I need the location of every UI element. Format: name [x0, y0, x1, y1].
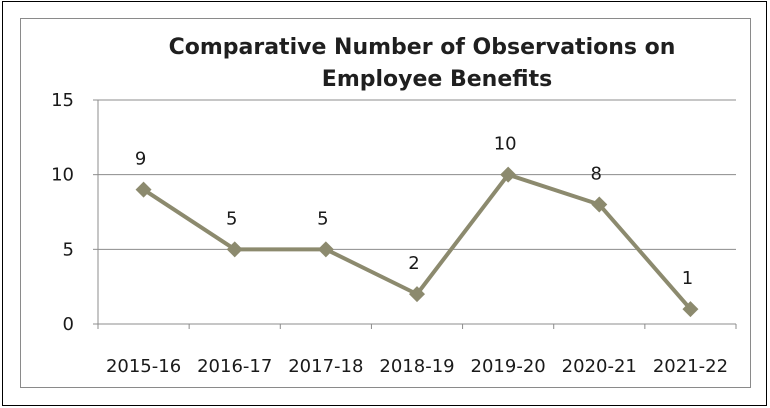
- data-point-marker: [500, 166, 517, 183]
- y-tick-label: 15: [51, 90, 74, 111]
- chart-title-line-1: Comparative Number of Observations on: [169, 35, 676, 60]
- data-label: 5: [226, 208, 237, 229]
- chart-frame: [20, 18, 751, 388]
- x-tick-label: 2021-22: [653, 356, 728, 377]
- x-tick-label: 2020-21: [562, 356, 637, 377]
- data-label: 2: [408, 253, 419, 274]
- data-label: 10: [494, 134, 517, 155]
- x-tick-label: 2019-20: [471, 356, 546, 377]
- y-tick-label: 5: [63, 239, 74, 260]
- x-tick-label: 2015-16: [106, 356, 181, 377]
- data-point-marker: [409, 286, 425, 303]
- data-point-marker: [591, 196, 608, 213]
- data-point-marker: [226, 241, 243, 258]
- y-tick-label: 0: [63, 314, 74, 335]
- data-label: 1: [682, 268, 693, 289]
- data-point-marker: [317, 241, 334, 258]
- x-tick-label: 2018-19: [379, 356, 454, 377]
- data-point-marker: [682, 301, 699, 318]
- data-point-marker: [135, 181, 152, 198]
- axes: [93, 99, 737, 329]
- gridlines: [98, 99, 736, 250]
- y-tick-label: 10: [51, 165, 74, 186]
- chart-title-line-2: Employee Benefits: [322, 67, 552, 92]
- data-label: 9: [135, 149, 146, 170]
- x-tick-label: 2017-18: [288, 356, 363, 377]
- series-employee-benefits: [135, 166, 699, 318]
- data-label: 8: [591, 164, 602, 185]
- x-tick-label: 2016-17: [197, 356, 272, 377]
- data-label: 5: [317, 208, 328, 229]
